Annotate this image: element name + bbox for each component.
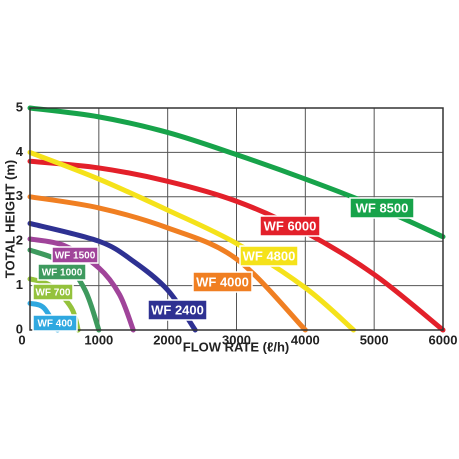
x-tick-label: 6000 — [429, 332, 458, 347]
series-label: WF 1000 — [42, 268, 83, 279]
y-tick-label: 4 — [16, 144, 24, 159]
x-tick-label: 3000 — [222, 332, 251, 347]
y-tick-label: 2 — [16, 233, 23, 248]
label-box — [32, 283, 74, 301]
label-box — [32, 314, 78, 332]
x-tick-label: 2000 — [153, 332, 182, 347]
y-tick-label: 1 — [16, 277, 23, 292]
series-label: WF 4000 — [196, 274, 249, 289]
x-tick-label: 1000 — [84, 332, 113, 347]
y-tick-label: 0 — [16, 321, 23, 336]
label-box — [51, 246, 99, 264]
label-box — [239, 245, 299, 267]
series-label: WF 4800 — [243, 248, 296, 263]
x-axis-label: FLOW RATE (ℓ/h) — [183, 339, 289, 354]
curve — [27, 236, 136, 333]
x-tick-label: 4000 — [291, 332, 320, 347]
series-label: WF 6000 — [264, 218, 317, 233]
y-axis-label: TOTAL HEIGHT (m) — [2, 160, 17, 278]
series-label: WF 400 — [37, 319, 72, 330]
y-tick-label: 3 — [16, 188, 23, 203]
label-box — [192, 271, 253, 293]
plot-frame — [29, 107, 444, 331]
label-box — [147, 299, 208, 321]
y-tick-label: 5 — [16, 99, 23, 114]
label-box — [259, 215, 321, 237]
series-label: WF 700 — [35, 288, 70, 299]
curve — [27, 194, 308, 333]
label-box — [349, 197, 415, 219]
series-label: WF 1500 — [55, 251, 96, 262]
x-tick-label: 5000 — [360, 332, 389, 347]
series-label: WF 2400 — [151, 302, 204, 317]
series-label: WF 8500 — [356, 200, 409, 215]
x-tick-label: 0 — [18, 332, 25, 347]
curve — [27, 149, 357, 333]
label-box — [37, 263, 87, 281]
curve — [27, 158, 446, 333]
